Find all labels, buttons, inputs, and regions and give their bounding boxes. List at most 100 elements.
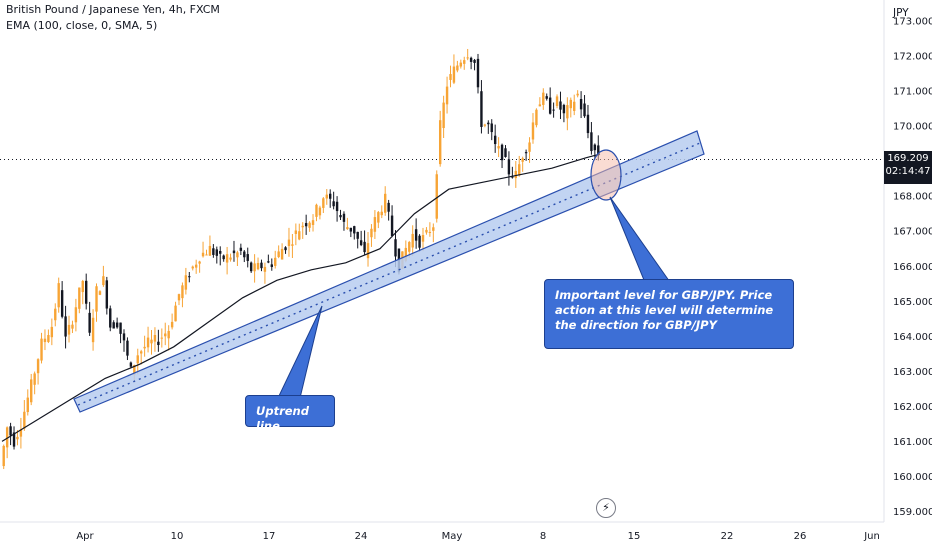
candle-body — [74, 307, 78, 323]
candle-body — [483, 124, 487, 126]
candle-body — [291, 244, 294, 246]
candle-body — [497, 146, 500, 149]
candle-body — [95, 286, 98, 312]
candle-body — [40, 338, 43, 361]
candle-body — [232, 250, 236, 254]
candle-body — [136, 355, 139, 364]
candle-body — [359, 240, 363, 246]
candle-body — [353, 226, 356, 234]
last-price-badge: 169.209 02:14:47 — [884, 151, 932, 184]
candle-body — [315, 204, 318, 217]
uptrend-callout[interactable]: Uptrend line — [245, 395, 335, 433]
y-tick-label: 163.000 — [893, 367, 932, 378]
y-tick-label: 165.000 — [893, 297, 932, 308]
candle-body — [12, 432, 16, 447]
candle-body — [167, 330, 170, 339]
candle-body — [36, 359, 40, 374]
x-tick-label: 17 — [263, 531, 276, 542]
candle-body — [583, 103, 586, 117]
trend-channel[interactable] — [73, 130, 705, 413]
candle-body — [139, 351, 143, 354]
candle-body — [476, 58, 480, 88]
candle-body — [538, 104, 542, 107]
currency-label: JPY — [893, 7, 909, 19]
candle-body — [81, 280, 84, 293]
x-tick-label: 8 — [540, 531, 546, 542]
candle-body — [284, 247, 287, 251]
candle-body — [490, 123, 493, 133]
candle-body — [404, 247, 408, 261]
candle-body — [16, 436, 19, 440]
candle-body — [5, 427, 9, 448]
indicator-label[interactable]: EMA (100, close, 0, SMA, 5) — [6, 19, 158, 32]
candle-body — [277, 251, 280, 258]
candle-body — [555, 96, 559, 106]
candle-body — [366, 243, 370, 259]
candle-body — [298, 231, 301, 240]
candle-body — [346, 227, 349, 230]
candle-body — [91, 317, 95, 343]
lightning-icon[interactable]: ⚡ — [596, 498, 616, 518]
candle-body — [593, 144, 597, 151]
candle-body — [129, 362, 133, 367]
candle-body — [518, 164, 521, 176]
candle-body — [332, 201, 335, 207]
candle-body — [356, 231, 359, 239]
candle-body — [225, 254, 229, 263]
candle-body — [153, 334, 157, 342]
candle-body — [511, 176, 514, 178]
candle-body — [23, 411, 26, 429]
candle-body — [559, 101, 562, 110]
candle-body — [115, 322, 119, 328]
candle-body — [531, 122, 535, 140]
candle-body — [311, 220, 315, 225]
candle-body — [198, 261, 201, 264]
candle-body — [19, 429, 23, 437]
candle-body — [157, 341, 160, 346]
candle-body — [597, 145, 600, 156]
candle-body — [71, 324, 74, 329]
candle-body — [573, 101, 576, 111]
candle-body — [466, 57, 469, 59]
candle-body — [394, 239, 397, 257]
candle-body — [566, 105, 569, 119]
candle-body — [387, 202, 390, 212]
candle-body — [122, 333, 126, 341]
candle-body — [267, 261, 270, 263]
candle-body — [425, 229, 428, 233]
candle-body — [2, 445, 5, 467]
candle-body — [507, 159, 511, 175]
candle-body — [208, 245, 212, 256]
candle-body — [229, 257, 232, 260]
candle-body — [373, 217, 377, 232]
candle-body — [493, 135, 497, 145]
candle-body — [535, 109, 538, 126]
x-tick-label: Apr — [76, 531, 94, 542]
candle-body — [126, 340, 129, 356]
chart-title: British Pound / Japanese Yen, 4h, FXCM — [6, 3, 220, 16]
candle-body — [270, 264, 273, 267]
x-tick-label: 10 — [171, 531, 184, 542]
x-tick-label: 15 — [628, 531, 641, 542]
candle-body — [342, 213, 346, 222]
y-tick-label: 166.000 — [893, 262, 932, 273]
candle-body — [473, 59, 476, 63]
last-price-value: 169.209 — [887, 153, 929, 164]
important-level-callout[interactable]: Important level for GBP/JPY. Price actio… — [544, 279, 794, 349]
ema-line — [1, 153, 601, 442]
candle-body — [463, 60, 466, 64]
candle-body — [562, 104, 566, 114]
candle-body — [435, 174, 438, 219]
candle-body — [370, 228, 373, 238]
candle-body — [84, 280, 88, 304]
candle-body — [119, 322, 122, 334]
candle-body — [445, 86, 449, 105]
candle-body — [322, 198, 325, 208]
candle-body — [380, 211, 383, 216]
candle-body — [442, 102, 445, 129]
channel-band — [73, 130, 705, 413]
candle-body — [480, 91, 483, 127]
candle-body — [67, 324, 71, 335]
candle-body — [469, 57, 473, 62]
